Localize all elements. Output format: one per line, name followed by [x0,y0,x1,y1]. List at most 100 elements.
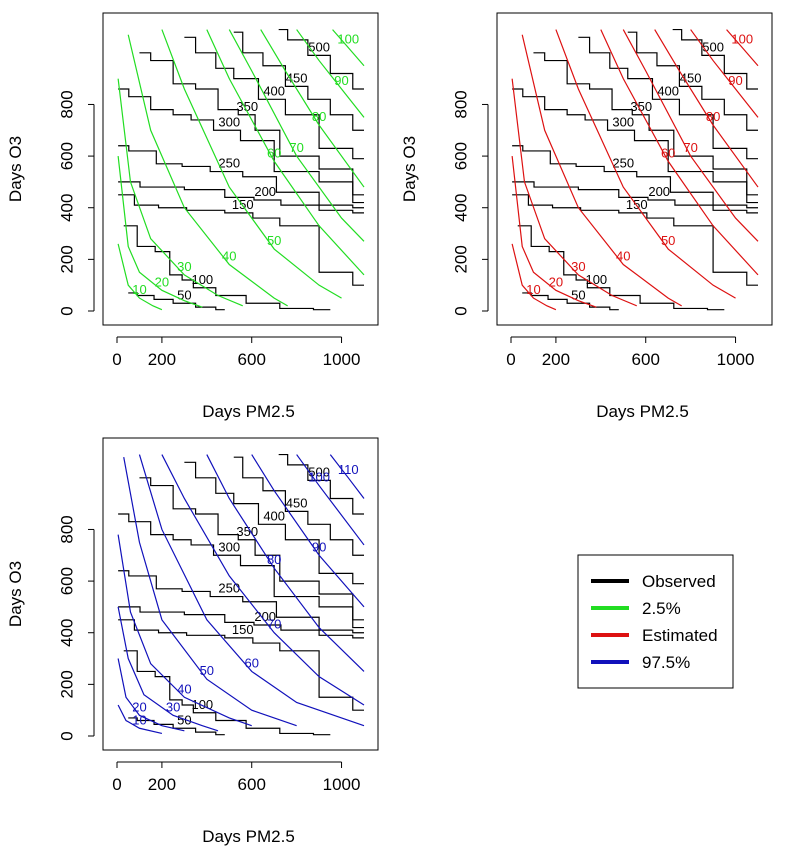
overlay-contour [690,29,759,118]
y-axis-label: Days O3 [6,561,25,627]
x-tick-label: 1000 [717,350,755,369]
overlay-contour [228,29,365,242]
plot-area: 5010015020025030035040045050010203040506… [511,28,759,311]
y-tick-label: 600 [57,142,76,170]
observed-contour [278,453,364,515]
observed-contour-label: 50 [571,287,585,302]
y-tick-label: 0 [57,306,76,315]
observed-contour-label: 400 [263,508,285,523]
observed-contour-label: 200 [254,184,276,199]
x-tick-label: 200 [542,350,570,369]
overlay-contour-label: 30 [571,259,585,274]
observed-contour-label: 450 [680,70,702,85]
y-tick-label: 0 [57,731,76,740]
overlay-contour-label: 60 [661,145,675,160]
y-tick-label: 400 [57,619,76,647]
overlay-contour [206,454,365,672]
observed-contour-label: 150 [626,197,648,212]
overlay-contour-label: 90 [334,73,348,88]
legend-box [577,554,734,689]
overlay-contour-label: 50 [200,663,214,678]
overlay-contour-label: 50 [661,233,675,248]
observed-contour [578,36,758,160]
overlay-contour [521,34,682,307]
y-axis-label: Days O3 [400,136,419,202]
overlay-contour-label: 60 [267,145,281,160]
overlay-contour [117,704,163,735]
y-tick-label: 800 [57,515,76,543]
y-tick-label: 800 [57,90,76,118]
x-tick-label: 600 [238,775,266,794]
legend-label: Observed [642,572,716,591]
observed-contour-label: 300 [218,539,240,554]
observed-contour-label: 250 [218,581,240,596]
observed-contour [123,650,331,736]
y-tick-label: 400 [451,194,470,222]
overlay-contour [117,156,203,308]
overlay-contour-label: 30 [166,699,180,714]
observed-contour [128,292,225,311]
overlay-contour-label: 40 [177,681,191,696]
observed-contour [512,194,758,286]
overlay-contour [726,29,759,67]
observed-contour [118,619,364,711]
observed-contour-label: 200 [254,609,276,624]
overlay-contour [117,78,243,307]
x-axis-label: Days PM2.5 [202,402,295,421]
observed-contour [184,36,364,160]
overlay-contour-label: 20 [155,274,169,289]
observed-contour-label: 500 [308,39,330,54]
overlay-contour-label: 60 [244,655,258,670]
observed-contour [512,181,758,209]
observed-contour [139,52,364,196]
x-tick-label: 600 [238,350,266,369]
overlay-contour-label: 10 [132,282,146,297]
legend-label: 97.5% [642,653,690,672]
contour-panel: 0 200 600 1000 Days PM2.5 0 200 400 600 800 Days O… [400,12,773,421]
overlay-contour [117,534,252,727]
observed-contour-label: 400 [657,83,679,98]
x-tick-label: 200 [148,350,176,369]
overlay-contour-label: 20 [132,699,146,714]
contour-panel: 0 200 600 1000 Days PM2.5 0 200 400 600 800 Days O… [6,12,379,421]
observed-contour [672,28,758,90]
y-tick-label: 400 [57,194,76,222]
x-tick-label: 1000 [323,775,361,794]
overlay-contour [555,29,736,299]
overlay-contour [260,29,365,188]
x-axis-label: Days PM2.5 [202,827,295,846]
overlay-contour-label: 70 [289,140,303,155]
y-tick-label: 0 [451,306,470,315]
observed-contour [123,225,331,311]
overlay-contour-label: 70 [683,140,697,155]
overlay-contour-label: 80 [267,552,281,567]
overlay-contour [123,457,297,727]
x-tick-label: 0 [112,775,121,794]
overlay-contour [296,29,365,118]
x-tick-label: 600 [632,350,660,369]
y-tick-label: 800 [451,90,470,118]
contour-panel: 0 200 600 1000 Days PM2.5 0 200 400 600 800 Days O… [6,437,379,846]
overlay-contour [117,658,185,732]
overlay-contour-label: 110 [338,462,359,477]
overlay-contour [161,29,342,299]
overlay-contour-label: 100 [337,32,359,47]
observed-contour-label: 450 [286,70,308,85]
y-tick-label: 200 [451,245,470,273]
legend-label: 2.5% [642,599,681,618]
overlay-contour [251,454,365,608]
overlay-contour-label: 100 [731,32,753,47]
observed-contour-label: 100 [191,272,213,287]
overlay-contour [117,243,163,311]
x-axis-label: Days PM2.5 [596,402,689,421]
plot-area: 5010015020025030035040045050010203040506… [117,28,365,311]
observed-contour-label: 500 [702,39,724,54]
overlay-contour [127,34,288,307]
observed-contour-label: 200 [648,184,670,199]
overlay-contour-label: 80 [312,109,326,124]
overlay-contour [600,29,759,276]
overlay-contour-label: 80 [706,109,720,124]
overlay-contour-label: 90 [728,73,742,88]
observed-contour [118,570,364,639]
observed-contour-label: 300 [218,114,240,129]
